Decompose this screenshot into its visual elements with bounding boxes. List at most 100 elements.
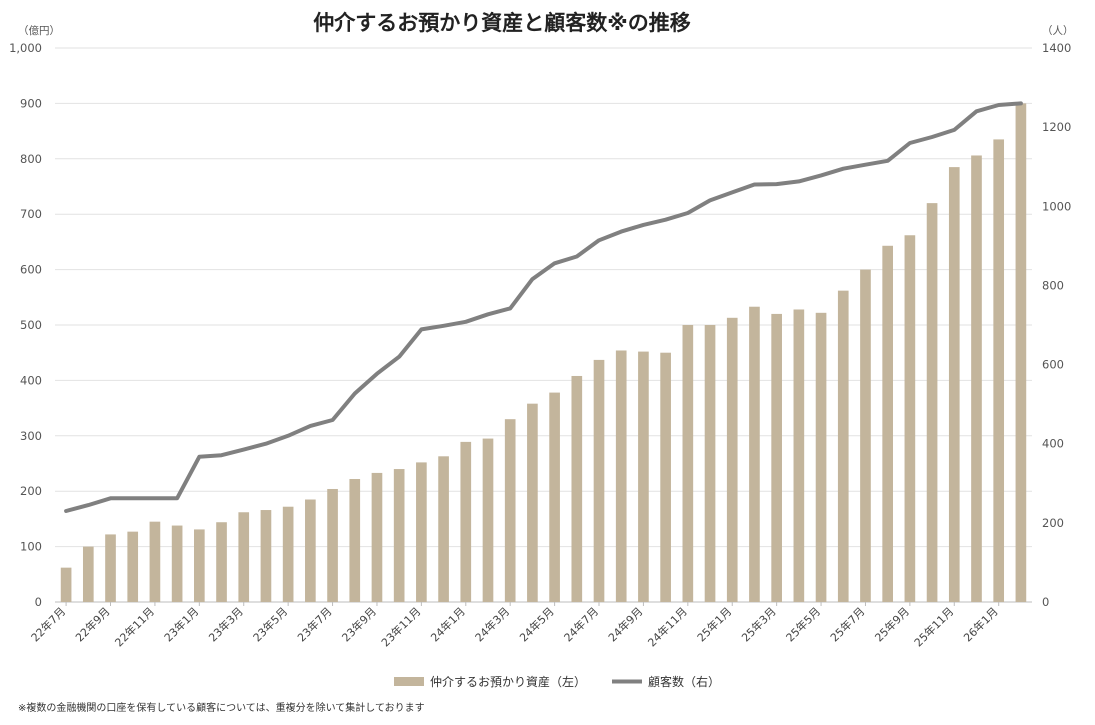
asset-bars xyxy=(60,103,1027,603)
left-tick-label: 0 xyxy=(35,595,42,609)
asset-bar xyxy=(571,375,583,602)
chart-title: 仲介するお預かり資産と顧客数※の推移 xyxy=(313,11,690,35)
x-tick-label: 23年5月 xyxy=(250,604,290,644)
x-tick-label: 25年11月 xyxy=(911,604,956,649)
legend: 仲介するお預かり資産（左） 顧客数（右） xyxy=(394,674,720,689)
x-tick-label: 22年7月 xyxy=(28,604,68,644)
x-tick-label: 24年3月 xyxy=(472,604,512,644)
asset-bar xyxy=(682,325,694,602)
right-tick-label: 800 xyxy=(1042,278,1064,292)
asset-bar xyxy=(860,269,871,602)
left-tick-label: 200 xyxy=(20,484,42,498)
legend-swatch-assets xyxy=(394,677,424,686)
x-tick-label: 23年1月 xyxy=(161,604,201,644)
left-tick-label: 300 xyxy=(20,429,42,443)
asset-bar xyxy=(527,403,538,602)
asset-bar xyxy=(438,456,449,602)
customer-line xyxy=(64,101,1023,513)
asset-bar xyxy=(482,438,494,602)
asset-bar xyxy=(371,472,383,602)
left-tick-label: 700 xyxy=(20,207,42,221)
right-tick-label: 200 xyxy=(1042,516,1064,530)
left-tick-label: 400 xyxy=(20,373,42,387)
left-axis-ticks: 0 100 200 300 400 500 600 700 800 900 1,000 xyxy=(9,41,42,609)
asset-bar xyxy=(105,534,116,602)
asset-bar xyxy=(948,167,960,603)
right-tick-label: 400 xyxy=(1042,437,1064,451)
asset-bar xyxy=(127,531,139,602)
asset-bar xyxy=(704,325,716,602)
left-tick-label: 900 xyxy=(20,96,42,110)
right-tick-label: 1200 xyxy=(1042,120,1071,134)
right-axis-ticks: 0 200 400 600 800 1000 1200 1400 xyxy=(1042,41,1071,609)
right-axis-unit: （人） xyxy=(1042,25,1074,37)
x-tick-label: 25年5月 xyxy=(783,604,823,644)
x-tick-label: 23年7月 xyxy=(294,604,334,644)
asset-bar xyxy=(615,350,627,602)
x-tick-label: 25年3月 xyxy=(738,604,778,644)
x-tick-label: 25年7月 xyxy=(827,604,867,644)
x-tick-label: 23年9月 xyxy=(339,604,379,644)
x-tick-label: 23年11月 xyxy=(378,604,423,649)
asset-bar xyxy=(660,352,671,602)
asset-bar xyxy=(82,546,94,602)
legend-label-assets: 仲介するお預かり資産（左） xyxy=(430,674,586,689)
asset-bar xyxy=(793,309,805,602)
x-axis-ticks: 22年7月 22年9月 22年11月 23年1月 23年3月 23年5月 23年7月 23年9… xyxy=(28,602,1001,649)
right-tick-label: 1400 xyxy=(1042,41,1071,55)
left-tick-label: 100 xyxy=(20,540,42,554)
right-tick-label: 600 xyxy=(1042,358,1064,372)
asset-bar xyxy=(837,290,849,602)
asset-bar xyxy=(238,512,250,602)
asset-bar xyxy=(971,155,982,602)
x-tick-label: 25年9月 xyxy=(872,604,912,644)
asset-bar xyxy=(416,462,427,602)
asset-bar xyxy=(726,317,738,602)
left-tick-label: 1,000 xyxy=(9,41,42,55)
x-tick-label: 24年9月 xyxy=(605,604,645,644)
footnote: ※複数の金融機関の口座を保有している顧客については、重複分を除いて集計しておりま… xyxy=(18,701,425,714)
asset-bar xyxy=(149,521,161,602)
legend-label-customers: 顧客数（右） xyxy=(648,674,720,689)
x-tick-label: 23年3月 xyxy=(206,604,246,644)
right-tick-label: 0 xyxy=(1042,595,1049,609)
x-tick-label: 24年5月 xyxy=(516,604,556,644)
x-tick-label: 24年7月 xyxy=(561,604,601,644)
asset-bar xyxy=(282,506,294,602)
right-tick-label: 1000 xyxy=(1042,199,1071,213)
asset-bar xyxy=(771,313,782,602)
asset-bar xyxy=(460,441,472,602)
left-tick-label: 600 xyxy=(20,263,42,277)
x-tick-label: 22年9月 xyxy=(72,604,112,644)
asset-bar xyxy=(993,139,1005,602)
asset-bar xyxy=(593,359,605,602)
asset-bar xyxy=(882,245,893,602)
asset-bar xyxy=(504,419,516,602)
x-tick-label: 26年1月 xyxy=(961,604,1001,644)
asset-bar xyxy=(904,235,916,602)
x-tick-label: 25年1月 xyxy=(694,604,734,644)
asset-bar xyxy=(216,522,227,602)
asset-bar xyxy=(349,479,361,602)
x-tick-label: 22年11月 xyxy=(112,604,157,649)
asset-bar xyxy=(393,469,405,602)
asset-bar xyxy=(305,499,316,602)
left-axis-unit: （億円） xyxy=(18,24,60,37)
asset-bar xyxy=(1015,103,1027,603)
asset-bar xyxy=(327,488,338,602)
asset-bar xyxy=(194,529,205,602)
asset-bar xyxy=(749,306,760,602)
x-tick-label: 24年1月 xyxy=(428,604,468,644)
left-tick-label: 800 xyxy=(20,152,42,166)
asset-bar xyxy=(60,567,72,602)
asset-bar xyxy=(260,510,272,602)
asset-bar xyxy=(171,525,183,602)
asset-bar xyxy=(815,312,827,602)
asset-bar xyxy=(549,392,560,602)
customer-line-path xyxy=(64,101,1023,513)
left-tick-label: 500 xyxy=(20,318,42,332)
asset-bar xyxy=(926,203,938,602)
x-tick-label: 24年11月 xyxy=(645,604,690,649)
asset-bar xyxy=(638,351,649,602)
